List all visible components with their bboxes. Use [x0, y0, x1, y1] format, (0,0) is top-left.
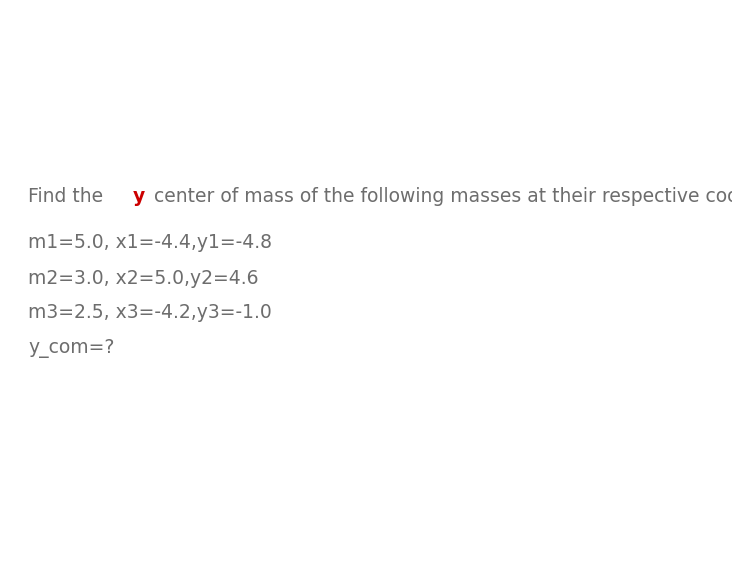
- Text: y_com=?: y_com=?: [28, 340, 114, 359]
- Text: m3=2.5, x3=-4.2,y3=-1.0: m3=2.5, x3=-4.2,y3=-1.0: [28, 303, 272, 323]
- Text: m2=3.0, x2=5.0,y2=4.6: m2=3.0, x2=5.0,y2=4.6: [28, 268, 258, 288]
- Text: m1=5.0, x1=-4.4,y1=-4.8: m1=5.0, x1=-4.4,y1=-4.8: [28, 233, 272, 253]
- Text: y: y: [132, 187, 145, 206]
- Text: center of mass of the following masses at their respective coordinates:: center of mass of the following masses a…: [149, 187, 732, 206]
- Text: Find the: Find the: [28, 187, 109, 206]
